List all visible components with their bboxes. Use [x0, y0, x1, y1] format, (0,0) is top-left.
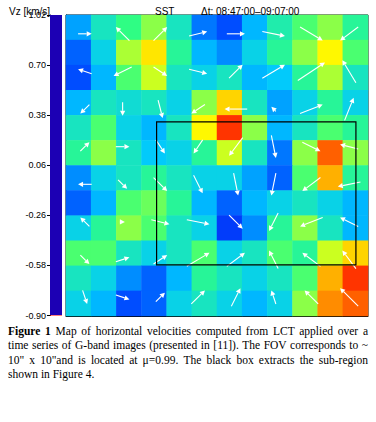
svg-text:-0.90: -0.90	[25, 311, 46, 321]
svg-text:0.70: 0.70	[28, 60, 46, 70]
svg-text:-0.26: -0.26	[25, 210, 46, 220]
svg-text:0.06: 0.06	[28, 160, 46, 170]
html-text:Figure 1 Map of horizontal vel: Figure 1 Map of horizontal velocities co…	[8, 325, 368, 381]
svg-text:SST: SST	[155, 6, 174, 17]
svg-text:Δt: 08:47:00–09:07:00: Δt: 08:47:00–09:07:00	[201, 6, 300, 17]
svg-text:Vz [km/s]: Vz [km/s]	[9, 6, 50, 17]
svg-text:-0.58: -0.58	[25, 260, 46, 270]
svg-text:0.38: 0.38	[28, 110, 46, 120]
